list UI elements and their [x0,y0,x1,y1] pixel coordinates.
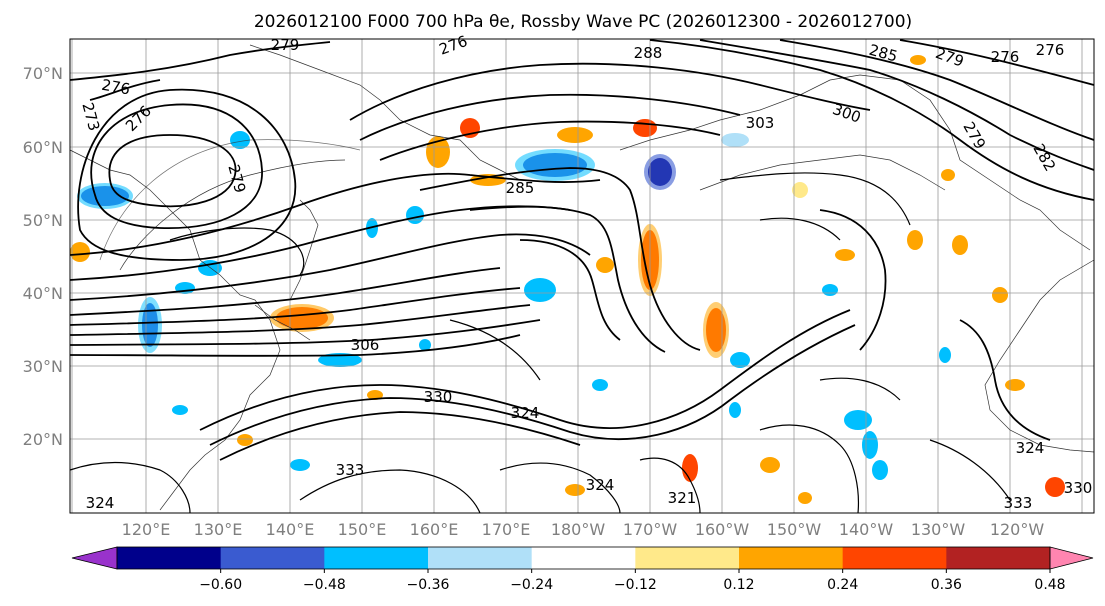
colorbar-segment [842,547,947,569]
lon-label: 180°W [551,520,606,539]
lon-label: 120°W [990,520,1045,539]
map-panel: 279 276 288 285 279 276 276 276 273 279 … [69,32,1095,514]
graticule [70,39,1094,513]
colorbar-extend-min [71,546,118,570]
contour-label: 330 [424,388,453,406]
lon-label: 160°E [410,520,459,539]
longitude-axis: 120°E 130°E 140°E 150°E 160°E 170°E 180°… [122,520,1045,539]
contour-label: 276 [1036,41,1065,59]
lon-label: 150°E [338,520,387,539]
lon-label: 150°W [767,520,822,539]
colorbar-segment [946,547,1051,569]
contour-label: 333 [336,461,365,479]
colorbar-segment [739,547,844,569]
contour-label: 330 [1064,479,1093,497]
contour-label: 303 [746,114,775,132]
colorbar-tick-label: 0.24 [827,577,858,593]
colorbar-tick-label: 0.48 [1034,577,1065,593]
lon-label: 160°W [695,520,750,539]
lon-label: 140°W [839,520,894,539]
contour-label: 324 [511,404,540,422]
colorbar-extend-max [1049,546,1094,570]
lat-label: 40°N [23,284,63,303]
colorbar-tick-label: 0.12 [723,577,754,593]
contour-label: 276 [991,48,1020,66]
contour-label: 279 [271,36,300,54]
shaded-anomalies [70,55,1065,504]
colorbar-segment [531,547,636,569]
figure-title: 2026012100 F000 700 hPa θe, Rossby Wave … [254,12,912,32]
lat-label: 50°N [23,211,63,230]
colorbar-segment [220,547,325,569]
colorbar-tick-label: 0.36 [931,577,962,593]
colorbar-segment [324,547,429,569]
contour-label: 306 [351,336,380,354]
lon-label: 140°E [266,520,315,539]
contour-label: 333 [1004,494,1033,512]
colorbar-tick-label: −0.36 [407,577,450,593]
colorbar-segment [117,547,222,569]
contour-label: 324 [86,494,115,512]
lon-label: 170°W [623,520,678,539]
colorbar-segment [428,547,533,569]
lat-label: 70°N [23,64,63,83]
lon-label: 170°E [482,520,531,539]
contour-label: 276 [100,76,131,99]
lat-label: 60°N [23,138,63,157]
lon-label: 120°E [122,520,171,539]
colorbar-segment [635,547,740,569]
contour-label: 324 [1016,439,1045,457]
contour-label: 321 [668,489,697,507]
lon-label: 130°W [911,520,966,539]
colorbar-frame [116,546,1051,570]
latitude-axis: 70°N 60°N 50°N 40°N 30°N 20°N [23,64,63,449]
lat-label: 20°N [23,430,63,449]
map-frame [69,38,1095,514]
lat-label: 30°N [23,357,63,376]
contour-label: 288 [634,44,663,62]
colorbar-tick-label: −0.24 [510,577,553,593]
colorbar-tick-label: −0.12 [614,577,657,593]
colorbar-tick-label: −0.60 [199,577,242,593]
contour-label: 285 [506,179,535,197]
contour-label: 324 [586,476,615,494]
theta-e-contours [69,39,1095,514]
colorbar: −0.60 −0.48 −0.36 −0.24 −0.12 0.12 0.24 0.36 0.4… [71,546,1094,593]
colorbar-tick-label: −0.48 [303,577,346,593]
lon-label: 130°E [194,520,243,539]
